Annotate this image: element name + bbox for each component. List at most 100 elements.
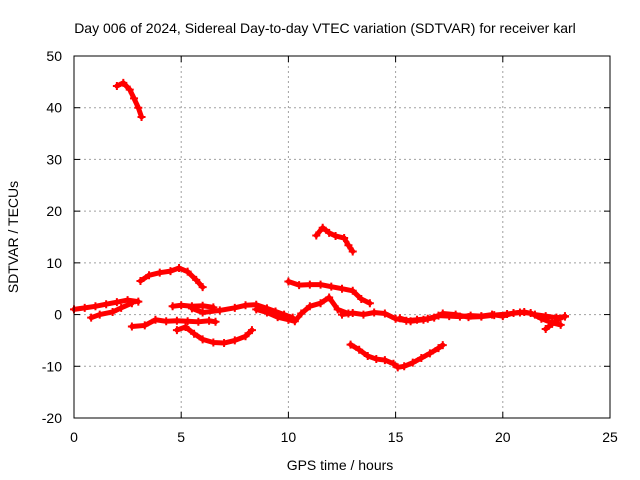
data-point <box>372 355 381 364</box>
series-arc-10 <box>284 277 374 308</box>
data-point <box>395 314 404 323</box>
data-point <box>175 264 184 273</box>
data-point <box>205 316 214 325</box>
series-arc-7 <box>172 322 256 348</box>
data-point <box>333 305 342 314</box>
series-arc-14 <box>541 312 569 334</box>
plot-frame <box>73 55 611 419</box>
data-point <box>247 326 256 335</box>
data-point <box>108 307 117 316</box>
data-point <box>325 293 334 302</box>
y-tick-label: 40 <box>46 100 62 116</box>
data-point <box>172 316 181 325</box>
data-point <box>537 314 546 323</box>
data-point <box>198 301 207 310</box>
data-point <box>451 310 460 319</box>
x-tick-label: 20 <box>495 429 511 445</box>
chart-title: Day 006 of 2024, Sidereal Day-to-day VTE… <box>74 20 576 36</box>
data-point <box>340 234 349 243</box>
data-point <box>127 299 136 308</box>
data-point <box>297 309 306 318</box>
data-point <box>102 300 111 309</box>
data-point <box>348 286 357 295</box>
data-point <box>434 344 443 353</box>
series-arc-1 <box>112 78 146 122</box>
data-point <box>284 277 293 286</box>
data-point <box>190 329 199 338</box>
data-point <box>155 268 164 277</box>
y-tick-label: 0 <box>54 307 62 323</box>
data-point <box>477 312 486 321</box>
data-point <box>194 317 203 326</box>
series-arc-3 <box>87 299 136 322</box>
data-point <box>346 340 355 349</box>
data-point <box>348 247 357 256</box>
data-point <box>365 299 374 308</box>
data-point <box>125 85 134 94</box>
data-point <box>284 315 293 324</box>
data-point <box>344 241 353 250</box>
data-point <box>241 301 250 310</box>
data-point <box>262 308 271 317</box>
data-point <box>136 276 145 285</box>
data-point <box>331 231 340 240</box>
data-point <box>318 223 327 232</box>
data-point <box>503 310 512 319</box>
y-tick-label: 30 <box>46 151 62 167</box>
data-point <box>181 322 190 331</box>
data-point <box>172 326 181 335</box>
data-point <box>87 313 96 322</box>
data-point <box>389 359 398 368</box>
data-point <box>295 281 304 290</box>
data-point <box>425 349 434 358</box>
data-point <box>198 335 207 344</box>
y-tick-label: 10 <box>46 255 62 271</box>
data-point <box>312 231 321 240</box>
data-point <box>419 315 428 324</box>
data-point <box>95 310 104 319</box>
data-point <box>134 297 143 306</box>
data-point <box>359 310 368 319</box>
y-tick-label: 20 <box>46 203 62 219</box>
data-point <box>192 275 201 284</box>
data-point <box>140 321 149 330</box>
data-point <box>198 308 207 317</box>
y-tick-label: -20 <box>42 410 62 426</box>
series-line <box>189 302 296 321</box>
series-arc-11 <box>312 223 357 256</box>
series-arc-13 <box>395 308 565 329</box>
x-tick-label: 25 <box>602 429 618 445</box>
data-point <box>215 306 224 315</box>
data-point <box>305 280 314 289</box>
series-arc-9 <box>252 293 353 326</box>
data-point <box>211 317 220 326</box>
data-point <box>151 315 160 324</box>
data-point <box>305 302 314 311</box>
data-point <box>162 317 171 326</box>
data-point <box>380 309 389 318</box>
data-point <box>230 336 239 345</box>
x-tick-label: 10 <box>281 429 297 445</box>
data-point <box>168 302 177 311</box>
data-point <box>183 317 192 326</box>
data-point <box>127 322 136 331</box>
data-point <box>183 267 192 276</box>
data-point <box>325 228 334 237</box>
data-point <box>117 303 126 312</box>
axis-ticks <box>73 55 611 419</box>
data-point <box>357 295 366 304</box>
x-tick-label: 15 <box>388 429 404 445</box>
data-point <box>400 362 409 371</box>
data-point <box>370 308 379 317</box>
data-point <box>541 325 550 334</box>
data-point <box>363 351 372 360</box>
data-point <box>252 305 261 314</box>
y-axis-label: SDTVAR / TECUs <box>5 181 21 293</box>
data-point <box>430 313 439 322</box>
data-point <box>560 312 569 321</box>
data-point <box>112 298 121 307</box>
data-point <box>209 338 218 347</box>
data-point <box>187 304 196 313</box>
data-point <box>548 319 557 328</box>
data-point <box>438 309 447 318</box>
